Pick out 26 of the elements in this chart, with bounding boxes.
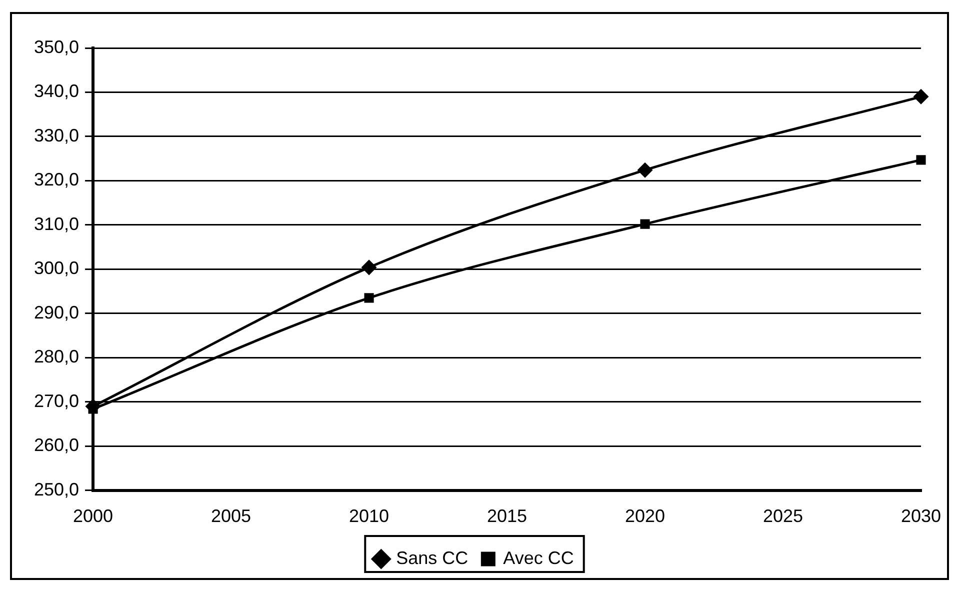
point: [364, 293, 374, 303]
point: [916, 155, 926, 165]
y-tick-label: 300,0: [34, 258, 80, 278]
y-tick-label: 280,0: [34, 346, 80, 367]
point: [638, 162, 652, 178]
y-tick-label: 250,0: [34, 479, 80, 500]
point: [362, 260, 376, 275]
point: [640, 219, 650, 229]
y-tick-label: 290,0: [34, 302, 80, 322]
y-tick-label: 270,0: [34, 390, 80, 411]
y-tick-label: 320,0: [34, 170, 80, 190]
x-tick-label: 2005: [211, 506, 252, 526]
y-tick-label: 260,0: [34, 435, 80, 456]
x-tick-label: 2030: [900, 506, 942, 526]
x-tick-label: 2000: [73, 506, 114, 526]
x-tick-label: 2025: [762, 506, 804, 526]
y-tick-label: 340,0: [34, 81, 80, 102]
x-tick-label: 2010: [349, 506, 390, 526]
x-tick-label: 2020: [624, 506, 666, 526]
y-tick-label: 350,0: [34, 36, 80, 57]
y-tick-label: 330,0: [34, 125, 80, 146]
y-tick-label: 310,0: [34, 214, 80, 234]
legend-label: Sans CC: [396, 548, 468, 568]
point: [914, 89, 928, 104]
legend-label: Avec CC: [503, 548, 574, 568]
x-tick-label: 2015: [487, 506, 528, 526]
